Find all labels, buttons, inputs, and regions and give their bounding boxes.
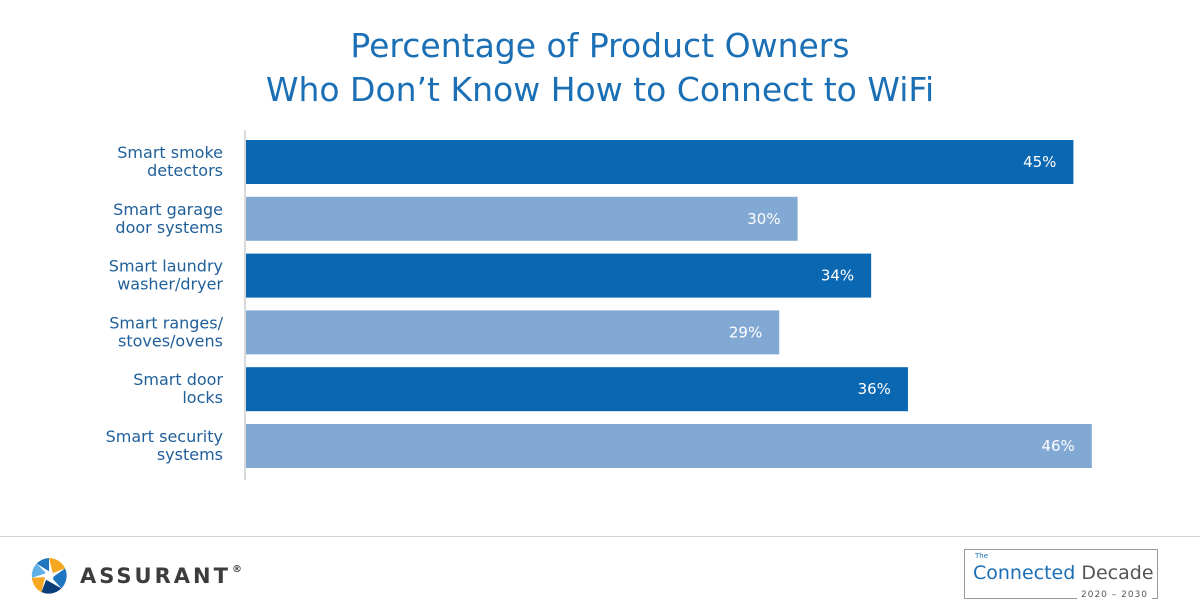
bar-value-label-1: 30% [747,210,780,228]
bar-chart: 45% Smart smoke detectors 30% Smart garage do… [106,130,1092,480]
badge-years: 2020 – 2030 [1077,590,1153,600]
bar-0 [246,140,1074,184]
category-label-1: Smart garage door systems [113,200,223,237]
badge-title: Connected Decade [973,562,1154,584]
bar-3 [246,310,780,355]
category-label-4: Smart door locks [133,370,223,407]
assurant-logo: ASSURANT® [30,556,242,596]
assurant-wordmark: ASSURANT® [80,564,242,588]
bar-4 [246,367,908,412]
bar-1 [246,196,798,241]
category-label-3: Smart ranges/stoves/ovens [109,313,223,350]
bar-5 [246,424,1092,468]
bar-2 [246,253,872,298]
bar-value-label-2: 34% [821,267,854,285]
chart-title-line-1: Percentage of Product Owners [350,26,850,65]
category-label-0: Smart smoke detectors [117,143,223,180]
bar-value-label-0: 45% [1023,153,1056,171]
assurant-pinwheel-icon [30,557,68,595]
badge-the-label: The [975,552,989,560]
bar-value-label-3: 29% [729,323,762,341]
bar-value-label-5: 46% [1041,437,1074,455]
category-label-2: Smart laundry washer/dryer [109,257,224,294]
footer-divider [0,536,1200,537]
chart-title-line-2: Who Don’t Know How to Connect to WiFi [265,70,935,109]
chart-title: Percentage of Product Owners Who Don’t K… [0,24,1200,112]
bar-value-label-4: 36% [858,380,891,398]
connected-decade-badge: The Connected Decade 2020 – 2030 [964,549,1158,600]
category-label-5: Smart security systems [106,427,223,464]
